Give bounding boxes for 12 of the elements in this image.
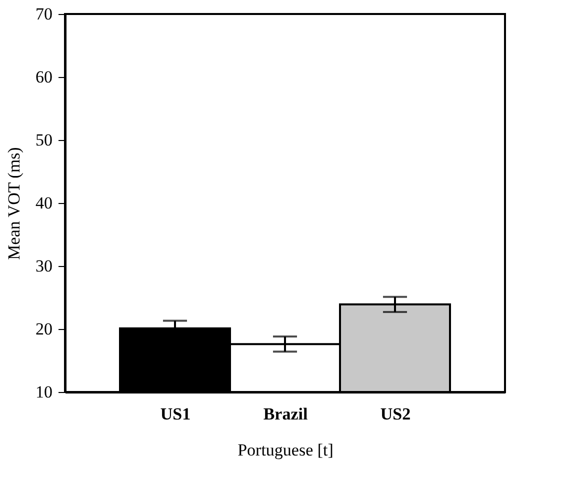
y-tick-label: 10	[36, 382, 52, 402]
y-tick-label: 60	[36, 68, 52, 86]
y-tick-label: 50	[36, 130, 52, 150]
y-axis-title: Mean VOT (ms)	[4, 147, 24, 260]
y-tick-label: 40	[36, 194, 52, 212]
y-tick-label: 70	[36, 4, 52, 24]
x-tick-label: US2	[380, 404, 411, 424]
x-tick-label: Brazil	[263, 404, 308, 424]
y-tick-label: 20	[36, 320, 52, 338]
x-tick-label: US1	[160, 404, 191, 424]
y-tick-label: 30	[36, 256, 52, 276]
x-axis-title: Portuguese [t]	[238, 440, 334, 460]
